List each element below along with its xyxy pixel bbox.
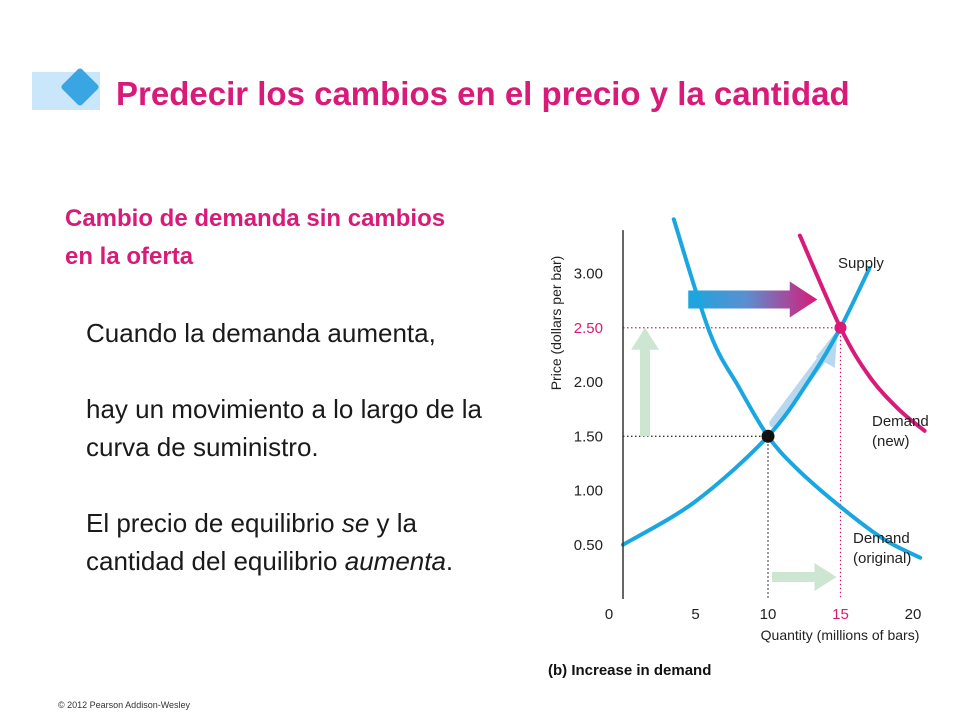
along-supply-arrow-icon xyxy=(769,347,832,428)
body-text: Cuando la demanda aumenta, hay un movimi… xyxy=(86,314,486,618)
demand-new-label: (new) xyxy=(872,433,910,450)
p3-em-se: se xyxy=(341,508,370,538)
supply-curve xyxy=(621,266,872,547)
x-tick-label: 20 xyxy=(905,606,922,623)
y-tick-label: 1.50 xyxy=(574,428,603,445)
copyright-notice: © 2012 Pearson Addison-Wesley xyxy=(58,700,191,710)
y-tick-label: 2.00 xyxy=(574,374,603,391)
along-supply-arrowhead-icon xyxy=(815,329,838,368)
x-axis-label: Quantity (millions of bars) xyxy=(761,627,920,643)
x-tick-label: 5 xyxy=(691,606,699,623)
demand-shift-arrow-icon xyxy=(688,281,818,318)
demand-original-curve xyxy=(671,217,923,560)
p3-pre: El precio de equilibrio xyxy=(86,508,342,538)
demand-original-label: Demand xyxy=(853,530,910,547)
y-tick-label: 2.50 xyxy=(574,320,603,337)
y-axis-label: Price (dollars per bar) xyxy=(548,256,564,391)
supply-label: Supply xyxy=(838,255,884,272)
slide-title: Predecir los cambios en el precio y la c… xyxy=(116,75,850,112)
quantity-rise-arrow-icon xyxy=(772,563,837,591)
demand-original-label: (original) xyxy=(853,550,911,567)
equilibrium-point-original xyxy=(761,429,775,443)
x-tick-label: 0 xyxy=(605,606,613,623)
price-rise-arrow-icon xyxy=(631,327,659,437)
x-tick-label: 15 xyxy=(832,606,849,623)
equilibrium-point-new xyxy=(834,321,847,334)
paragraph-demand-increase: Cuando la demanda aumenta, xyxy=(86,318,436,348)
y-tick-label: 1.00 xyxy=(574,483,603,500)
slide-subtitle: Cambio de demanda sin cambios en la ofer… xyxy=(65,205,446,270)
p3-mid: y la cantidad del equilibrio xyxy=(86,508,417,576)
y-tick-label: 0.50 xyxy=(574,537,603,554)
p3-em-aumenta: aumenta xyxy=(344,546,446,576)
chart-caption: (b) Increase in demand xyxy=(548,662,711,679)
paragraph-movement-along-supply: hay un movimiento a lo largo de la curva… xyxy=(86,394,483,462)
paragraph-equilibrium: El precio de equilibrio se y la cantidad… xyxy=(86,504,486,580)
p3-post: . xyxy=(445,546,454,576)
demand-new-curve xyxy=(797,233,927,433)
y-tick-label: 3.00 xyxy=(574,266,603,283)
x-tick-label: 10 xyxy=(760,606,777,623)
demand-new-label: Demand xyxy=(872,413,929,430)
